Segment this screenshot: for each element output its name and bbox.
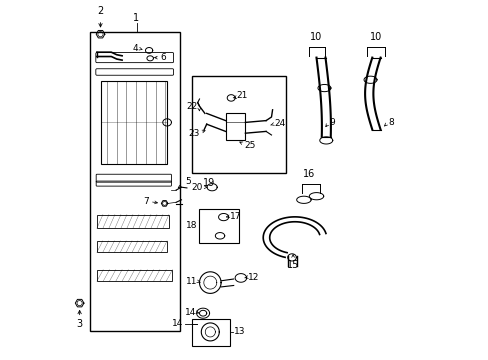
Text: 15: 15 — [286, 260, 299, 270]
Text: 10: 10 — [310, 32, 322, 42]
Bar — [89, 32, 179, 331]
Text: 7: 7 — [143, 197, 149, 206]
Text: 6: 6 — [160, 53, 165, 62]
Text: 14: 14 — [184, 308, 196, 317]
Text: 23: 23 — [188, 129, 199, 138]
Text: 14: 14 — [172, 320, 183, 328]
Text: 4: 4 — [132, 44, 138, 53]
Bar — [97, 270, 172, 281]
Text: 1: 1 — [133, 13, 139, 23]
Text: 19: 19 — [203, 178, 215, 188]
Text: 8: 8 — [387, 118, 393, 127]
Text: 5: 5 — [185, 177, 190, 186]
Text: 25: 25 — [244, 141, 255, 150]
Text: 3: 3 — [77, 319, 82, 329]
Text: 17: 17 — [230, 212, 241, 220]
Text: 10: 10 — [369, 32, 381, 42]
Bar — [192, 76, 285, 173]
Text: 18: 18 — [186, 220, 197, 230]
Text: 20: 20 — [191, 183, 203, 192]
Bar — [192, 319, 230, 346]
Text: 11: 11 — [185, 277, 197, 286]
Bar — [97, 241, 167, 252]
Bar — [225, 113, 245, 140]
Bar — [101, 81, 167, 164]
Text: 12: 12 — [247, 273, 259, 282]
Text: 13: 13 — [233, 328, 244, 336]
Text: 22: 22 — [186, 102, 197, 111]
Text: 16: 16 — [303, 169, 315, 179]
Text: 2: 2 — [97, 6, 103, 16]
Text: 21: 21 — [236, 91, 247, 100]
Bar — [97, 215, 168, 228]
Text: 9: 9 — [328, 118, 334, 127]
Bar — [199, 209, 239, 243]
Text: 24: 24 — [274, 119, 285, 128]
